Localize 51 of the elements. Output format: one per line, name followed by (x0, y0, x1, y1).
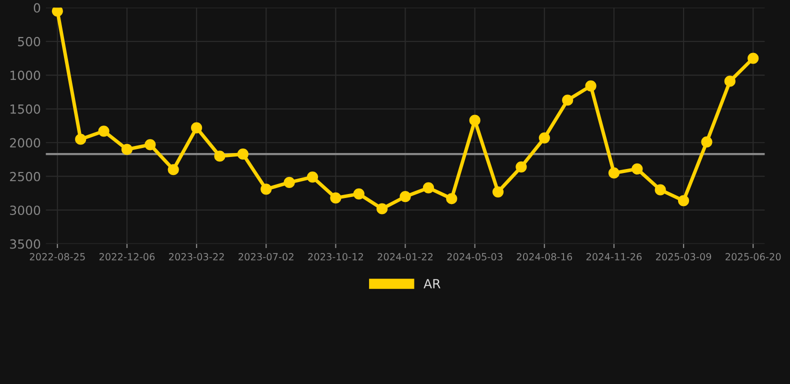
point (562, 94, 574, 106)
point (632, 163, 643, 174)
point (469, 114, 480, 126)
point (748, 52, 759, 64)
x-tick-label: 2022-08-25 (30, 253, 85, 260)
point (701, 136, 712, 148)
point (330, 192, 342, 204)
point (446, 193, 458, 204)
point (492, 186, 504, 198)
point (400, 191, 411, 202)
x-tick-label: 2025-06-20 (726, 253, 781, 260)
point (144, 139, 156, 150)
y-tick-label: 1500 (10, 104, 40, 114)
x-tick-label: 2024-08-16 (516, 253, 572, 260)
point (75, 134, 86, 145)
point (306, 171, 318, 183)
y-tick-label: 3000 (10, 206, 40, 216)
point (724, 76, 736, 87)
legend-label: AR (424, 279, 440, 288)
y-tick-label: 2500 (10, 172, 40, 182)
x-tick-label: 2023-03-22 (169, 253, 224, 260)
x-tick-label: 2024-05-03 (447, 253, 502, 260)
point (538, 132, 550, 144)
point (214, 150, 226, 162)
point (585, 80, 596, 92)
point (376, 203, 388, 214)
y-tick-label: 500 (18, 36, 40, 46)
point (191, 122, 202, 134)
x-tick-label: 2024-01-22 (378, 253, 433, 260)
point (121, 144, 133, 155)
point (654, 184, 666, 196)
point (678, 195, 690, 206)
point (98, 126, 110, 137)
point (168, 164, 179, 176)
x-tick-label: 2022-12-06 (99, 253, 155, 260)
y-tick-label: 0 (34, 3, 40, 13)
point (516, 161, 527, 172)
point (284, 176, 295, 188)
point (52, 8, 63, 17)
y-tick-label: 2000 (10, 138, 40, 148)
y-tick-label: 1000 (10, 70, 40, 80)
x-tick-label: 2023-07-02 (238, 253, 294, 260)
point (353, 188, 364, 200)
y-tick-label: 3500 (10, 239, 40, 249)
point (260, 184, 272, 195)
point (422, 182, 434, 194)
x-tick-label: 2023-10-12 (308, 253, 363, 260)
point (237, 148, 248, 160)
x-tick-label: 2025-03-09 (656, 253, 712, 260)
x-tick-label: 2024-11-26 (586, 253, 642, 260)
point (608, 167, 620, 179)
